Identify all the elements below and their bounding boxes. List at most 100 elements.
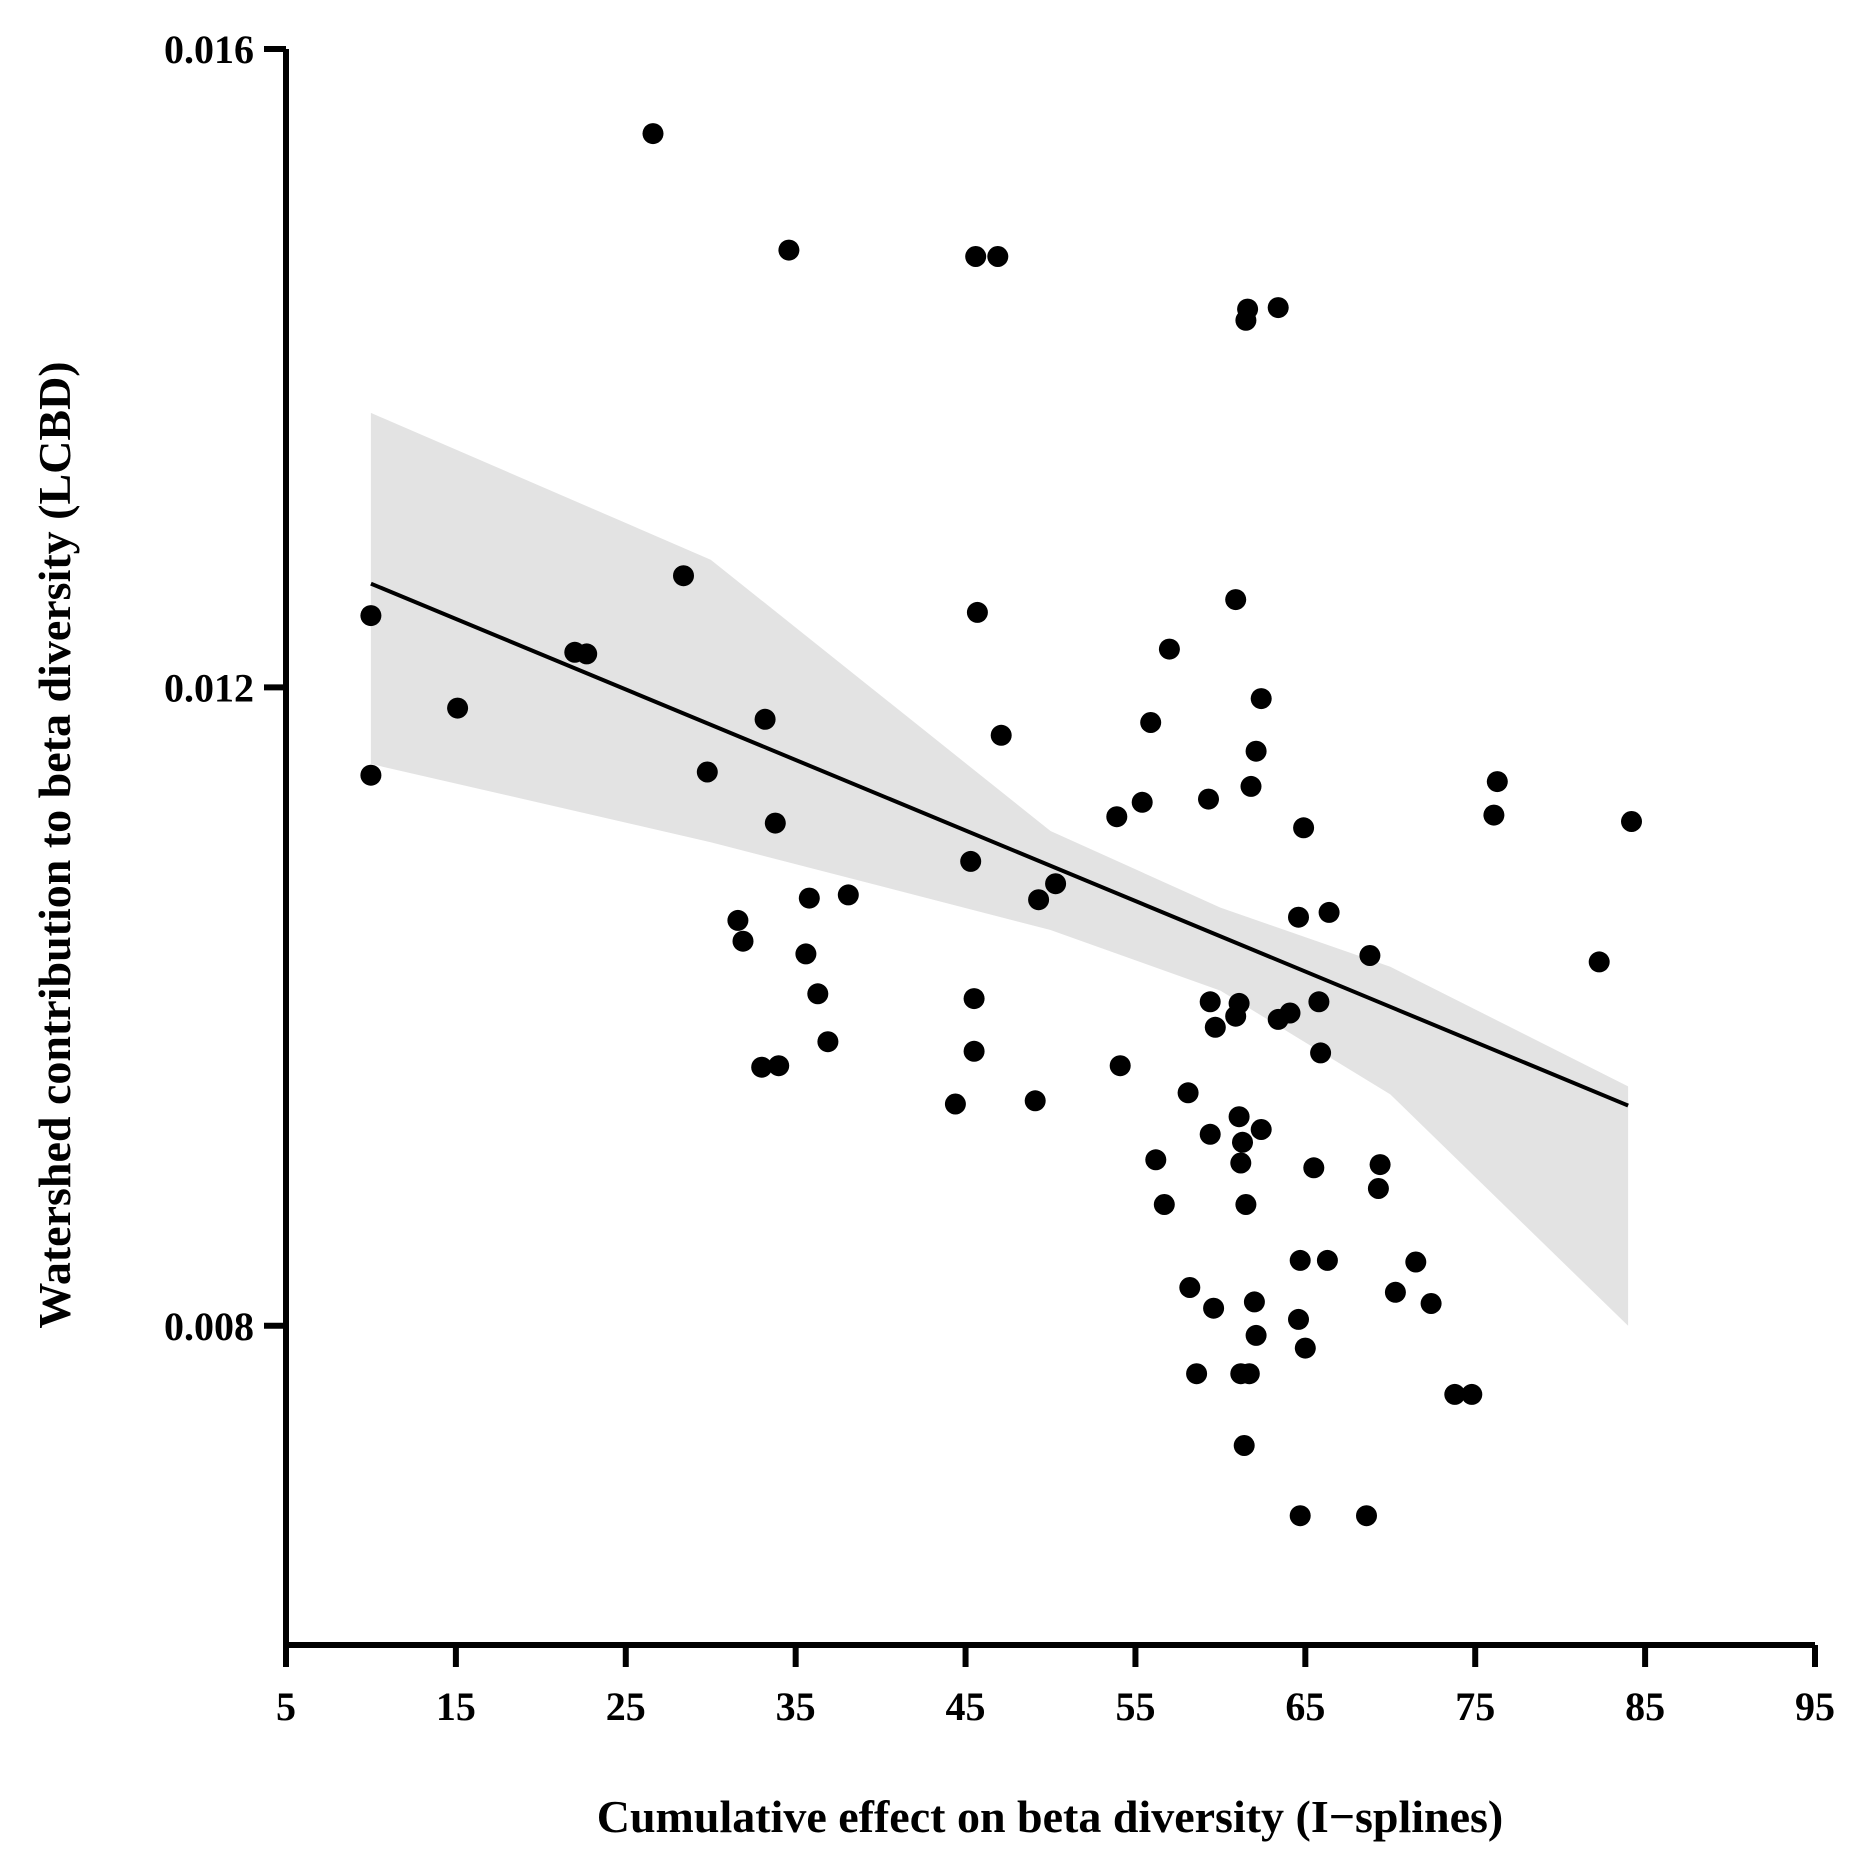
fit-line-layer <box>370 581 1629 1108</box>
data-point <box>1245 1324 1267 1346</box>
x-tick-label: 55 <box>1115 1684 1155 1729</box>
data-point <box>1045 873 1067 895</box>
data-point <box>642 123 664 145</box>
data-point <box>696 761 718 783</box>
y-tick-label: 0.008 <box>164 1304 254 1349</box>
data-point <box>1198 788 1219 810</box>
x-tick-label: 95 <box>1795 1684 1835 1729</box>
data-point <box>1303 1157 1325 1179</box>
data-point <box>1106 806 1128 828</box>
data-point <box>727 909 749 931</box>
data-point <box>1294 1337 1316 1359</box>
data-point <box>798 887 820 909</box>
data-point <box>778 239 800 261</box>
points-layer <box>360 123 1642 1527</box>
data-point <box>966 601 988 623</box>
data-point <box>817 1031 839 1053</box>
confidence-band-layer <box>370 412 1629 1326</box>
data-point <box>1318 901 1340 923</box>
data-point <box>837 884 859 906</box>
data-point <box>1250 1119 1272 1140</box>
data-point <box>768 1055 790 1077</box>
data-point <box>1245 740 1267 762</box>
x-axis-title: Cumulative effect on beta diversity (I−s… <box>597 1791 1504 1842</box>
data-point <box>1316 1249 1338 1271</box>
data-point <box>1267 297 1289 319</box>
data-point <box>1179 1277 1201 1298</box>
x-tick-label: 85 <box>1625 1684 1665 1729</box>
data-point <box>1225 589 1247 611</box>
data-point <box>1356 1505 1377 1527</box>
data-point <box>764 812 786 834</box>
data-point <box>1186 1363 1208 1385</box>
x-tick-label: 5 <box>276 1684 296 1729</box>
data-point <box>990 724 1012 746</box>
data-point <box>751 1056 773 1078</box>
data-point <box>673 565 694 587</box>
confidence-band <box>370 412 1629 1326</box>
data-point <box>1203 1297 1225 1319</box>
data-point <box>987 246 1009 267</box>
ticks-layer: 5 15 25 35 45 55 65 75 85 95 0.008 0.012 0.016 <box>164 27 1835 1729</box>
data-point <box>1461 1383 1483 1405</box>
data-point <box>447 697 469 719</box>
data-point <box>1289 1505 1311 1527</box>
data-point <box>1486 771 1508 793</box>
data-point <box>1109 1055 1131 1077</box>
data-point <box>360 764 382 786</box>
data-point <box>1238 1363 1260 1385</box>
data-point <box>1199 991 1221 1013</box>
data-point <box>944 1093 966 1115</box>
data-point <box>1289 1249 1311 1271</box>
x-tick-label: 15 <box>436 1684 476 1729</box>
data-point <box>1233 1435 1255 1456</box>
data-point <box>754 708 776 730</box>
data-point <box>1140 712 1162 733</box>
x-tick-label: 25 <box>606 1684 646 1729</box>
data-point <box>1232 1131 1253 1153</box>
data-point <box>963 1040 985 1062</box>
x-tick-label: 35 <box>776 1684 816 1729</box>
data-point <box>1288 1308 1309 1330</box>
axes-layer <box>283 49 1815 1648</box>
data-point <box>795 943 817 965</box>
data-point <box>963 988 985 1010</box>
data-point <box>1204 1016 1226 1038</box>
data-point <box>1483 804 1505 826</box>
data-point <box>1310 1042 1332 1064</box>
data-point <box>1235 1194 1257 1215</box>
data-point <box>1293 817 1315 839</box>
data-point <box>1420 1293 1442 1314</box>
data-point <box>1199 1123 1221 1145</box>
data-point <box>1145 1149 1167 1171</box>
data-point <box>732 930 754 952</box>
x-tick-label: 45 <box>946 1684 986 1729</box>
data-point <box>1405 1251 1427 1273</box>
data-point <box>1359 945 1381 966</box>
data-point <box>1588 951 1610 973</box>
data-point <box>1225 1005 1247 1027</box>
data-point <box>1158 638 1180 660</box>
data-point <box>1240 775 1262 797</box>
data-point <box>1444 1383 1466 1405</box>
data-point <box>1153 1194 1175 1215</box>
data-point <box>1028 889 1050 911</box>
data-point <box>1621 811 1642 832</box>
data-point <box>965 246 987 267</box>
regression-line <box>370 581 1629 1108</box>
data-point <box>1250 688 1272 710</box>
x-tick-label: 75 <box>1455 1684 1495 1729</box>
data-point <box>1288 906 1309 928</box>
data-point <box>360 605 382 627</box>
data-point <box>1235 309 1257 331</box>
data-point <box>1131 791 1153 813</box>
data-point <box>1367 1178 1389 1199</box>
x-tick-label: 65 <box>1285 1684 1325 1729</box>
y-axis-title: Watershed contribution to beta diversity… <box>29 361 80 1328</box>
data-point <box>807 983 829 1005</box>
data-point <box>1177 1082 1199 1104</box>
data-point <box>1279 1002 1301 1024</box>
data-point <box>1308 991 1330 1013</box>
data-point <box>1228 1106 1250 1128</box>
